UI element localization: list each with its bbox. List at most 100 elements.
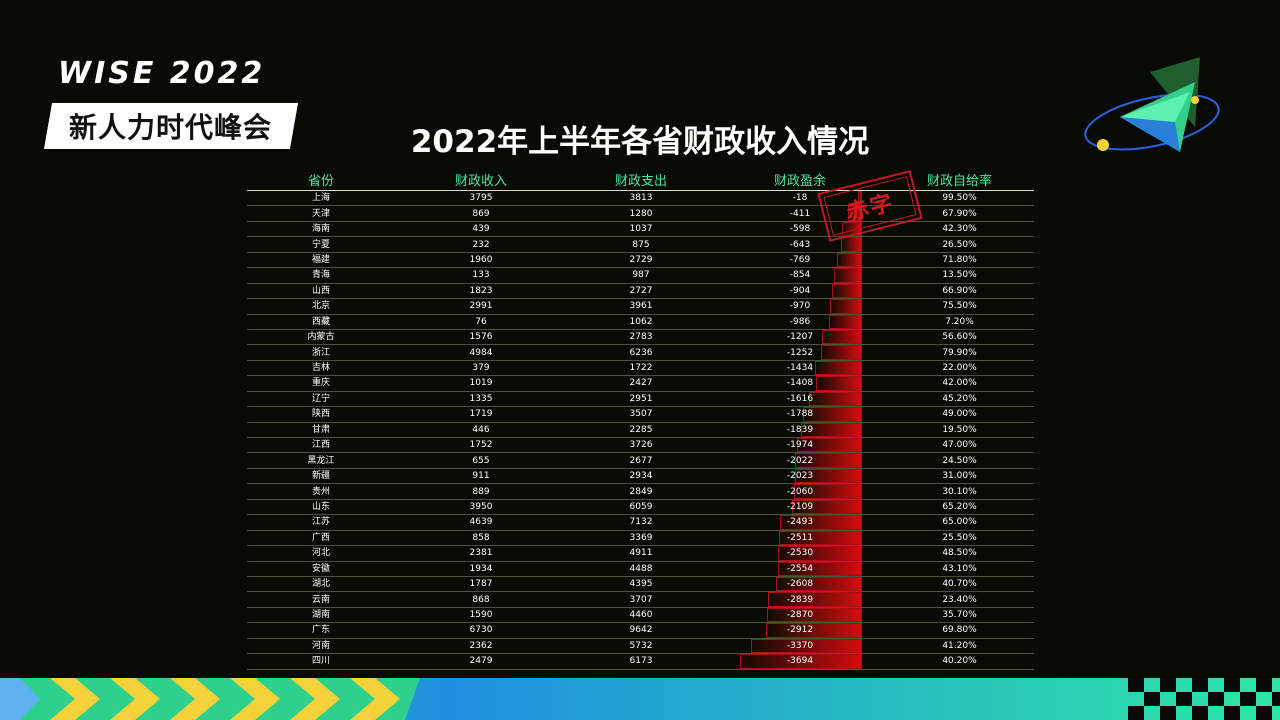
table-cell: 云南: [247, 591, 395, 608]
deficit-bar: [779, 530, 862, 546]
deficit-bar: [833, 268, 862, 283]
table-cell: 1787: [395, 576, 567, 593]
fiscal-table: 省份 财政收入 财政支出 财政盈余 财政自给率 上海 3795 3813 -18 99.50% 天…: [247, 169, 1034, 670]
deficit-bar: [796, 438, 862, 453]
table-cell: 甘肃: [247, 422, 395, 439]
table-cell: 四川: [247, 653, 395, 670]
deficit-bar: [820, 345, 862, 360]
surplus-value: -2109: [786, 501, 814, 512]
surplus-value: -1207: [786, 332, 814, 343]
surplus-value: -1974: [786, 440, 814, 451]
table-row: 河南 2362 5732 -3370 41.20%: [247, 638, 1034, 655]
table-cell: 3726: [567, 437, 715, 454]
table-cell: 河北: [247, 545, 395, 562]
table-row: 黑龙江 655 2677 -2022 24.50%: [247, 452, 1034, 469]
deficit-bar: [836, 252, 862, 268]
deficit-bar: [802, 407, 862, 422]
table-row: 吉林 379 1722 -1434 22.00%: [247, 360, 1034, 377]
table-cell: 3813: [567, 190, 715, 207]
table-cell: 吉林: [247, 360, 395, 377]
table-cell: 辽宁: [247, 391, 395, 408]
table-cell: -2608: [715, 576, 885, 593]
surplus-value: -643: [789, 239, 811, 250]
table-cell: -3694: [715, 653, 885, 670]
table-cell: -2109: [715, 499, 885, 516]
surplus-value: -854: [789, 270, 811, 281]
table-cell: 22.00%: [885, 360, 1034, 377]
table-cell: 贵州: [247, 483, 395, 500]
table-cell: 2729: [567, 252, 715, 269]
table-cell: 3369: [567, 530, 715, 547]
surplus-value: -2023: [786, 471, 814, 482]
table-cell: 40.20%: [885, 653, 1034, 670]
surplus-value: -2870: [786, 610, 814, 621]
deficit-bar: [822, 329, 862, 345]
table-cell: 232: [395, 236, 567, 253]
table-cell: -1839: [715, 422, 885, 439]
surplus-value: -598: [789, 224, 811, 235]
table-cell: 6059: [567, 499, 715, 516]
page-title: 2022年上半年各省财政收入情况: [410, 124, 870, 160]
deficit-bar: [808, 391, 862, 407]
column-header: 财政支出: [567, 169, 715, 191]
table-cell: -3370: [715, 638, 885, 655]
brand-logo: WISE 2022: [58, 56, 266, 91]
table-cell: -2554: [715, 561, 885, 577]
deficit-bar: [795, 468, 862, 484]
table-row: 广西 858 3369 -2511 25.50%: [247, 530, 1034, 547]
table-cell: 天津: [247, 205, 395, 222]
surplus-value: -2530: [786, 548, 814, 559]
table-cell: 北京: [247, 298, 395, 315]
table-cell: 875: [567, 236, 715, 253]
table-cell: 2991: [395, 298, 567, 315]
column-header: 省份: [247, 169, 395, 191]
deficit-bar: [840, 237, 862, 252]
table-cell: 439: [395, 221, 567, 238]
table-cell: -1788: [715, 406, 885, 423]
table-cell: 24.50%: [885, 452, 1034, 469]
table-row: 重庆 1019 2427 -1408 42.00%: [247, 375, 1034, 392]
table-cell: 3950: [395, 499, 567, 516]
table-cell: 3961: [567, 298, 715, 315]
surplus-value: -1434: [786, 363, 814, 374]
table-cell: 133: [395, 267, 567, 284]
deficit-bar: [814, 360, 862, 376]
deficit-bar: [801, 422, 862, 437]
table-row: 江西 1752 3726 -1974 47.00%: [247, 437, 1034, 454]
table-row: 湖南 1590 4460 -2870 35.70%: [247, 607, 1034, 624]
table-row: 云南 868 3707 -2839 23.40%: [247, 591, 1034, 608]
table-row: 贵州 889 2849 -2060 30.10%: [247, 483, 1034, 500]
table-cell: 2783: [567, 329, 715, 346]
table-cell: 江西: [247, 437, 395, 454]
table-cell: 湖北: [247, 576, 395, 593]
table-cell: 3507: [567, 406, 715, 423]
table-cell: -2530: [715, 545, 885, 562]
table-cell: 49.00%: [885, 406, 1034, 423]
table-cell: 宁夏: [247, 236, 395, 253]
table-cell: 67.90%: [885, 205, 1034, 222]
deficit-bar: [767, 607, 862, 623]
table-row: 新疆 911 2934 -2023 31.00%: [247, 468, 1034, 485]
surplus-value: -3370: [786, 640, 814, 651]
surplus-value: -2839: [786, 594, 814, 605]
table-cell: -411: [715, 205, 885, 222]
table-cell: 2427: [567, 375, 715, 392]
table-cell: 1752: [395, 437, 567, 454]
deficit-bar: [815, 376, 862, 391]
table-cell: 黑龙江: [247, 452, 395, 469]
surplus-value: -2912: [786, 625, 814, 636]
table-cell: 青海: [247, 267, 395, 284]
table-cell: 71.80%: [885, 252, 1034, 269]
table-cell: -904: [715, 283, 885, 300]
table-cell: 山东: [247, 499, 395, 516]
table-cell: 858: [395, 530, 567, 547]
deficit-bar: [740, 654, 862, 669]
deficit-bar: [779, 515, 862, 530]
table-cell: -598: [715, 221, 885, 238]
table-row: 青海 133 987 -854 13.50%: [247, 267, 1034, 284]
table-cell: 浙江: [247, 344, 395, 361]
deficit-bar: [750, 638, 862, 654]
table-cell: 1062: [567, 314, 715, 330]
deficit-bar: [829, 314, 862, 329]
table-cell: -970: [715, 298, 885, 315]
